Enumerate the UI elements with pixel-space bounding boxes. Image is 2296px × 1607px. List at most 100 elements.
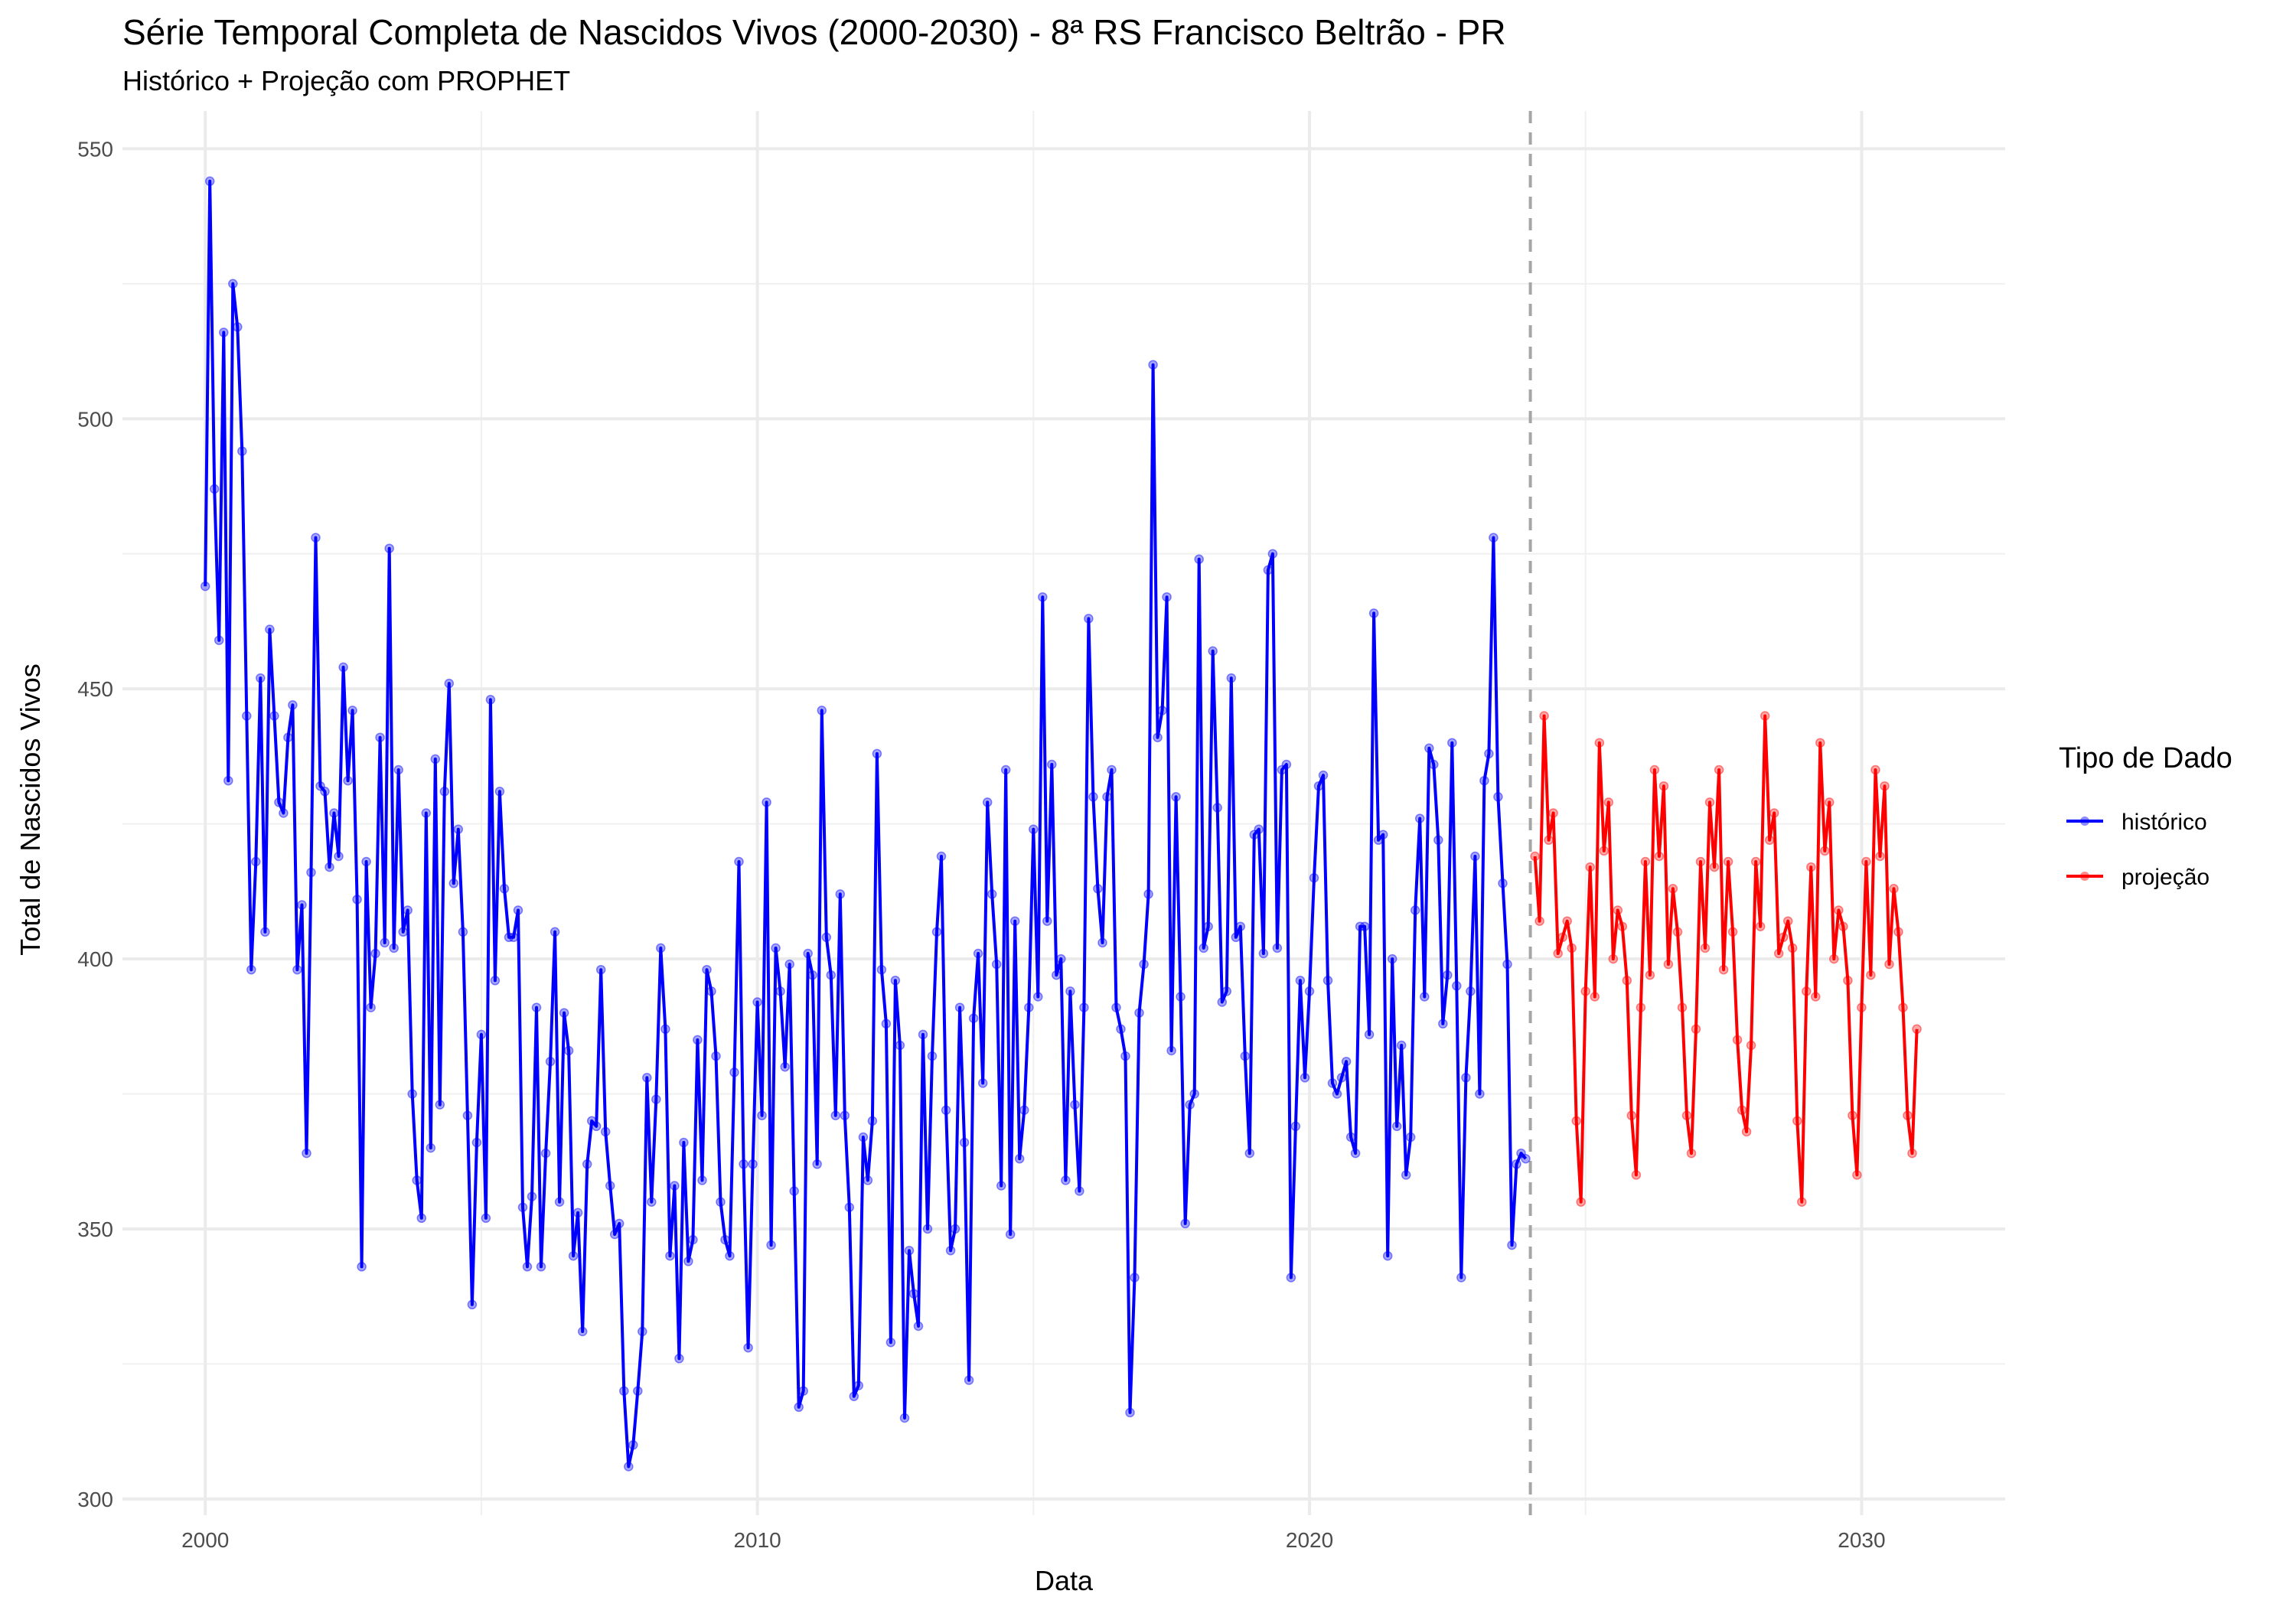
- data-point: [1143, 889, 1153, 899]
- data-point: [279, 808, 289, 818]
- data-point: [398, 927, 408, 937]
- data-point: [959, 1137, 970, 1148]
- data-point: [1438, 1019, 1448, 1029]
- data-point: [858, 1132, 869, 1143]
- data-point: [798, 1386, 808, 1396]
- data-point: [306, 867, 316, 878]
- data-point: [448, 878, 459, 888]
- data-point: [403, 905, 413, 915]
- data-point: [1672, 927, 1683, 937]
- chart-title: Série Temporal Completa de Nascidos Vivo…: [122, 12, 1506, 52]
- data-point: [1061, 1175, 1071, 1185]
- data-point: [1599, 846, 1609, 856]
- data-point: [1199, 943, 1208, 953]
- data-point: [1782, 916, 1793, 926]
- data-point: [1157, 706, 1167, 715]
- data-point: [265, 624, 275, 634]
- data-point: [679, 1137, 689, 1148]
- data-point: [1479, 775, 1489, 786]
- data-point: [1912, 1024, 1922, 1035]
- data-point: [1249, 830, 1260, 839]
- data-point: [1447, 738, 1457, 748]
- data-point: [899, 1413, 910, 1423]
- data-point: [513, 905, 523, 915]
- data-point: [780, 1061, 790, 1072]
- data-point: [918, 1029, 928, 1040]
- data-point: [1420, 992, 1430, 1002]
- data-point: [591, 1121, 602, 1132]
- data-point: [1378, 830, 1388, 839]
- legend-label: projeção: [2122, 865, 2210, 890]
- data-point: [582, 1159, 592, 1169]
- data-point: [1539, 711, 1549, 721]
- data-point: [895, 1040, 905, 1051]
- data-point: [683, 1257, 693, 1266]
- data-point: [536, 1262, 546, 1272]
- data-point: [1769, 808, 1779, 818]
- data-point: [302, 1148, 311, 1159]
- data-point: [600, 1126, 611, 1137]
- data-point: [467, 1299, 478, 1310]
- legend-key-point: [2080, 817, 2089, 826]
- data-point: [430, 754, 441, 764]
- series-layer: [200, 176, 1922, 1472]
- data-point: [1212, 803, 1222, 813]
- data-point: [1056, 953, 1066, 964]
- data-point: [1861, 856, 1871, 867]
- data-point: [1792, 1116, 1802, 1126]
- x-tick-label: 2010: [733, 1528, 781, 1552]
- data-point: [228, 279, 238, 289]
- data-point: [1180, 1218, 1190, 1229]
- data-point: [817, 706, 827, 715]
- data-point: [1484, 748, 1494, 759]
- data-point: [375, 732, 385, 742]
- data-point: [1443, 970, 1453, 980]
- data-point: [393, 764, 403, 775]
- data-point: [1663, 959, 1674, 970]
- data-point: [1295, 976, 1306, 986]
- data-point: [734, 856, 744, 867]
- data-point: [1750, 856, 1761, 867]
- data-point: [1718, 964, 1729, 975]
- data-point: [439, 787, 450, 797]
- data-point: [1764, 835, 1775, 846]
- data-point: [540, 1148, 551, 1159]
- data-point: [508, 932, 519, 943]
- data-point: [1359, 921, 1370, 931]
- data-point: [554, 1197, 565, 1207]
- y-tick-label: 500: [77, 407, 113, 431]
- data-point: [251, 856, 261, 867]
- data-point: [1327, 1078, 1338, 1088]
- data-point: [1516, 1148, 1526, 1159]
- plot-panel: [122, 111, 2005, 1515]
- data-point: [729, 1068, 739, 1077]
- data-point: [1557, 932, 1567, 943]
- legend-key-point: [2080, 872, 2089, 881]
- data-point: [840, 1110, 850, 1120]
- data-point: [499, 884, 510, 894]
- data-point: [1695, 856, 1706, 867]
- data-point: [697, 1175, 707, 1185]
- legend-title: Tipo de Dado: [2059, 742, 2232, 774]
- data-point: [435, 1100, 445, 1110]
- data-point: [352, 895, 362, 905]
- data-point: [1470, 851, 1480, 862]
- data-point: [619, 1386, 629, 1396]
- data-point: [1350, 1148, 1361, 1159]
- data-point: [720, 1234, 730, 1245]
- data-point: [563, 1045, 574, 1056]
- data-point: [1654, 851, 1665, 862]
- data-point: [384, 543, 394, 553]
- data-point: [559, 1008, 569, 1018]
- data-point: [1300, 1073, 1310, 1083]
- data-point: [609, 1229, 620, 1240]
- data-point: [1125, 1407, 1135, 1418]
- data-point: [1746, 1040, 1756, 1051]
- data-point: [1240, 1051, 1251, 1061]
- data-point: [1401, 1170, 1411, 1180]
- data-point: [504, 932, 514, 943]
- data-point: [1806, 862, 1816, 872]
- data-point: [1281, 759, 1292, 770]
- data-point: [904, 1245, 915, 1256]
